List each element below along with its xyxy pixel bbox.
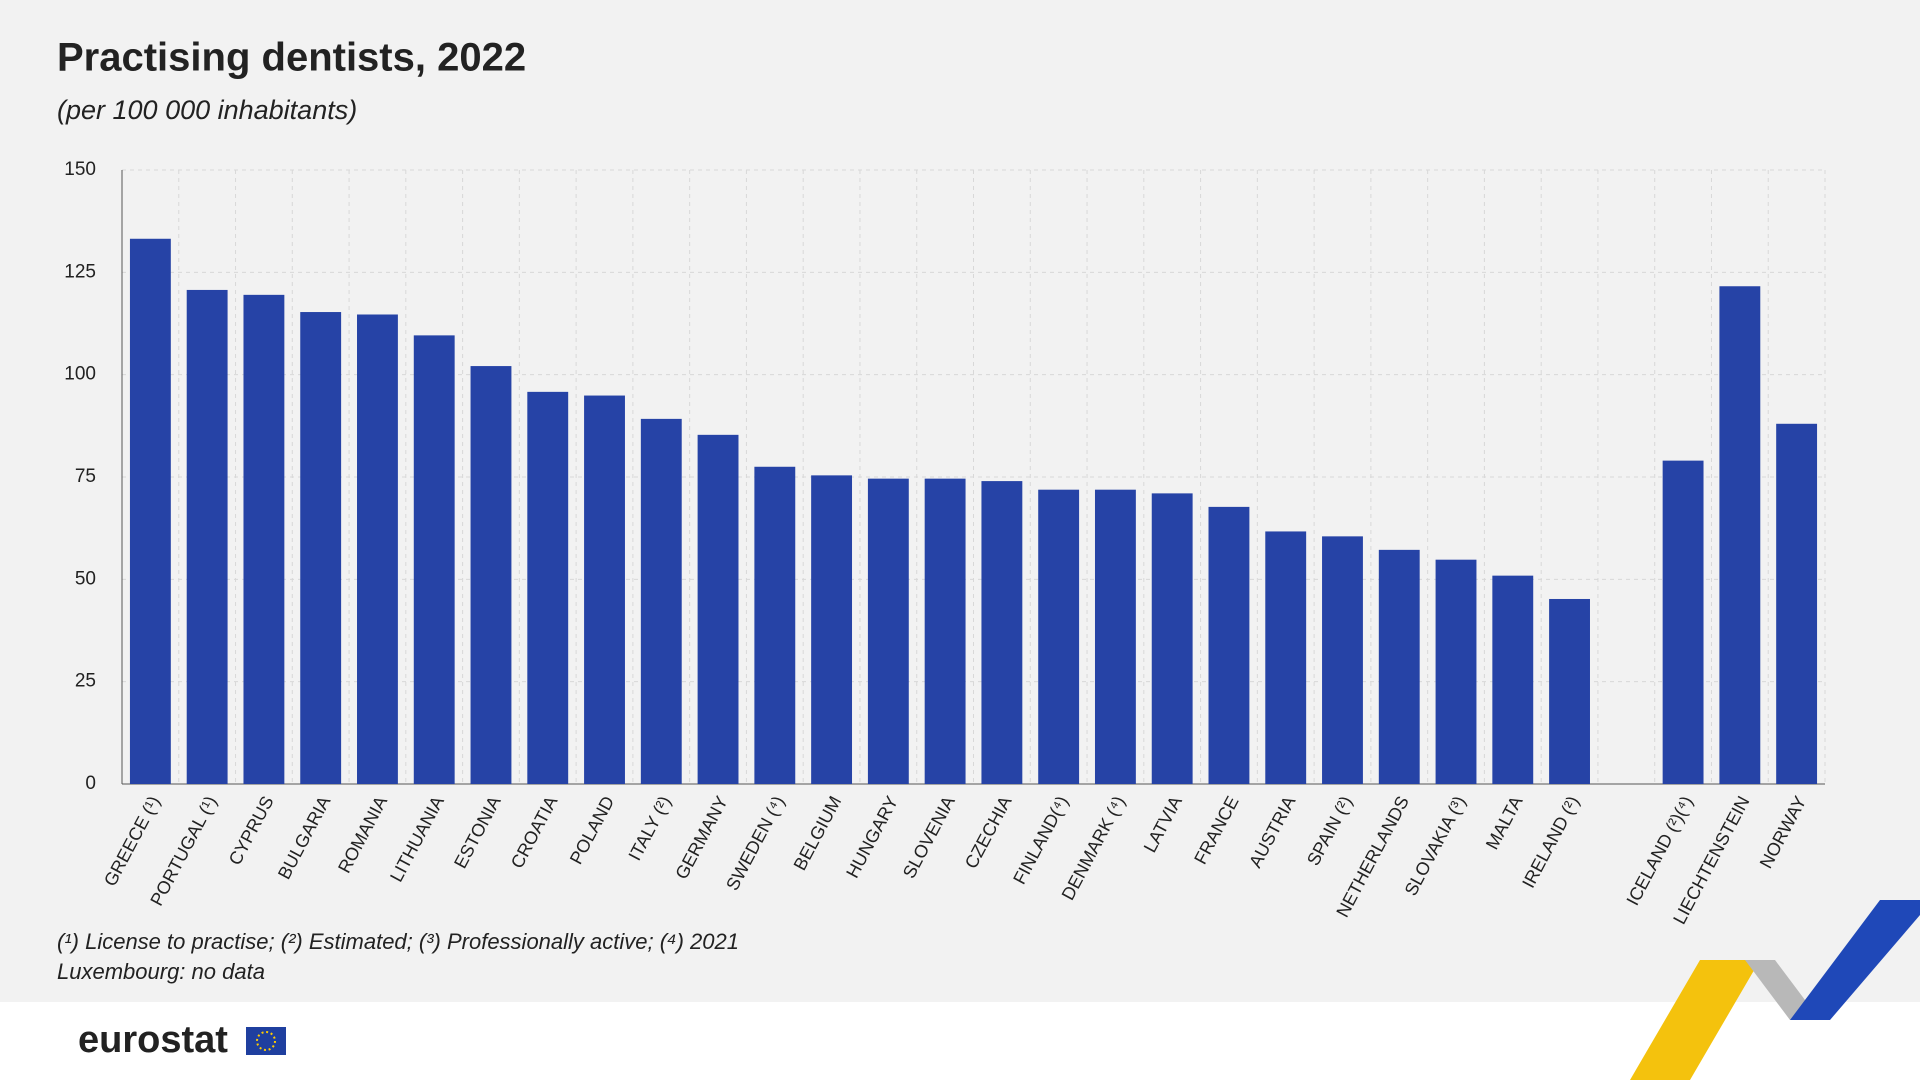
bar (584, 395, 625, 784)
bar (300, 312, 342, 784)
bar (1492, 575, 1534, 784)
bar (1151, 493, 1193, 784)
footnote: (¹) License to practise; (²) Estimated; … (57, 929, 739, 954)
chart-subtitle: (per 100 000 inhabitants) (57, 95, 357, 125)
decoration (1790, 900, 1920, 1020)
bar (243, 294, 285, 784)
bar (1662, 460, 1704, 784)
brand-logo: eurostat (78, 1019, 228, 1061)
bar (981, 481, 1023, 784)
y-tick-label: 75 (75, 466, 96, 487)
y-tick-label: 50 (75, 568, 96, 589)
bar (1094, 489, 1136, 784)
y-tick-label: 25 (75, 671, 96, 692)
bar (1378, 549, 1420, 784)
eu-stars (256, 1031, 276, 1051)
footnote: Luxembourg: no data (57, 959, 265, 984)
bar (811, 475, 853, 784)
y-tick-label: 0 (85, 773, 96, 794)
bar (527, 391, 569, 784)
decoration (1630, 960, 1760, 1080)
bar (1322, 536, 1363, 784)
bar (1549, 598, 1590, 784)
y-tick-label: 150 (64, 159, 96, 180)
bar (1719, 286, 1761, 784)
bar (413, 335, 455, 784)
chart-title: Practising dentists, 2022 (57, 36, 526, 80)
eu-flag (246, 1027, 286, 1055)
bar (186, 289, 228, 784)
y-tick-label: 125 (64, 261, 96, 282)
bar (1776, 423, 1818, 784)
bar (754, 466, 796, 784)
bar (924, 478, 966, 784)
bar (1435, 559, 1477, 784)
bar (1265, 531, 1307, 784)
bar (640, 418, 682, 784)
bar (697, 434, 739, 784)
bar (470, 366, 512, 784)
bar (1038, 489, 1080, 784)
bar (1208, 506, 1250, 784)
bar (867, 478, 909, 784)
bar (129, 238, 171, 784)
bar (357, 314, 398, 784)
y-tick-label: 100 (64, 364, 96, 385)
